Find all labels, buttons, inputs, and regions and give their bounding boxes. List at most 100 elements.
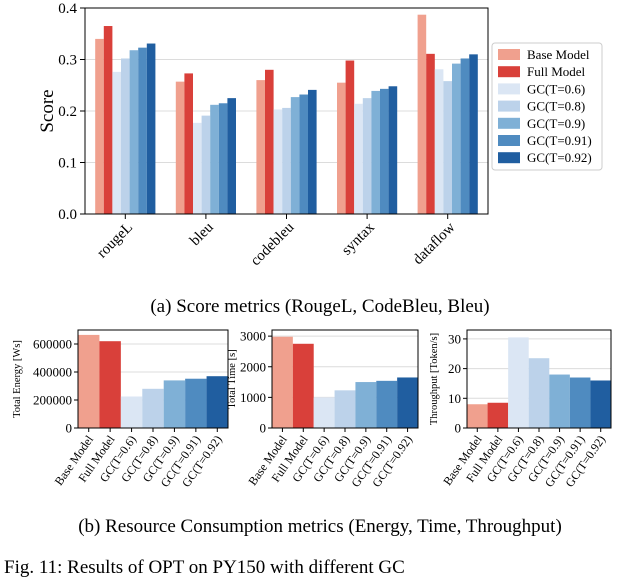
bar — [417, 14, 427, 214]
legend-label: Base Model — [527, 47, 590, 62]
bar — [227, 98, 236, 214]
y-tick-label: 0 — [66, 421, 73, 436]
bar — [569, 377, 591, 428]
bar — [78, 334, 100, 428]
y-tick-label: 200000 — [33, 393, 72, 408]
bar — [265, 69, 274, 214]
legend-swatch — [498, 83, 520, 95]
bar — [508, 337, 529, 428]
bar — [184, 73, 193, 214]
bar — [362, 98, 372, 214]
bar — [345, 60, 355, 214]
bar — [120, 396, 143, 428]
bar — [299, 94, 308, 214]
x-tick-label: bleu — [187, 219, 217, 249]
y-tick-label: 3000 — [240, 329, 266, 344]
bar — [129, 50, 139, 215]
plot-frame — [466, 329, 612, 429]
y-tick-label: 20 — [448, 361, 461, 376]
bar — [380, 88, 389, 214]
bar — [388, 86, 398, 214]
bar — [452, 63, 461, 215]
y-tick-label: 0.4 — [58, 1, 77, 17]
bar — [193, 122, 202, 214]
bar — [138, 47, 147, 214]
y-tick-label: 0.2 — [58, 104, 77, 120]
plot-frame — [77, 329, 229, 429]
bar — [355, 382, 377, 428]
legend-swatch — [498, 49, 520, 60]
y-tick-label: 30 — [448, 331, 461, 346]
legend-label: GC(T=0.6) — [527, 81, 585, 96]
bar — [434, 69, 444, 214]
bar — [528, 358, 550, 428]
legend-swatch — [498, 100, 520, 112]
legend-label: GC(T=0.91) — [527, 133, 592, 148]
y-tick-label: 0 — [455, 421, 462, 436]
caption-a: (a) Score metrics (RougeL, CodeBleu, Ble… — [150, 296, 490, 317]
bar — [354, 103, 363, 214]
legend-label: GC(T=0.8) — [527, 99, 585, 114]
bar — [397, 377, 418, 428]
bar — [469, 54, 478, 214]
bar — [308, 89, 317, 214]
legend: Base Model Full Model GC(T=0.6) GC(T=0.8) GC… — [491, 42, 603, 171]
bar — [99, 341, 121, 428]
bar — [256, 80, 265, 214]
bar — [337, 82, 346, 214]
legend-swatch — [498, 152, 520, 164]
x-tick-label: dataflow — [410, 219, 459, 268]
bar — [206, 376, 228, 428]
y-axis-label: Total Energy [Ws] — [12, 340, 23, 418]
bar — [185, 378, 207, 428]
legend-label: GC(T=0.92) — [527, 150, 592, 165]
bar — [460, 58, 470, 214]
bar — [290, 97, 300, 214]
bar — [376, 380, 398, 428]
x-tick-label: syntax — [339, 219, 378, 258]
y-tick-label: 2000 — [240, 359, 266, 374]
legend-label: GC(T=0.9) — [527, 116, 585, 131]
bar — [426, 53, 435, 215]
bar — [313, 397, 335, 428]
bar — [163, 380, 186, 428]
bar — [282, 107, 291, 214]
bar — [371, 90, 380, 214]
bar — [272, 336, 293, 428]
y-tick-label: 0.1 — [58, 156, 77, 172]
caption-b: (b) Resource Consumption metrics (Energy… — [78, 516, 562, 537]
bar — [334, 390, 356, 428]
bar — [467, 404, 488, 428]
y-tick-label: 600000 — [33, 337, 72, 352]
legend-label: Full Model — [527, 64, 586, 79]
bar — [103, 26, 113, 215]
y-tick-label: 10 — [448, 391, 461, 406]
bar — [443, 81, 452, 214]
bar — [201, 115, 211, 214]
plot-frame — [271, 329, 419, 429]
bar — [218, 103, 228, 214]
bar — [487, 402, 509, 428]
figure-caption: Fig. 11: Results of OPT on PY150 with di… — [4, 557, 405, 578]
bar — [121, 58, 130, 214]
y-axis-label: Total Time [s] — [227, 349, 238, 408]
legend-swatch — [498, 135, 520, 146]
y-tick-label: 400000 — [33, 365, 72, 380]
y-tick-label: 1000 — [240, 390, 266, 405]
bar — [112, 71, 121, 214]
bar — [95, 38, 104, 215]
bar — [210, 104, 219, 214]
bar — [549, 374, 570, 428]
y-tick-label: 0.3 — [58, 53, 77, 69]
figure: 0.0 0.1 0.2 0.3 0.4 rougeL bleu codebleu syntax d… — [12, 1, 612, 490]
bar — [175, 81, 185, 215]
y-tick-label: 0 — [260, 421, 267, 436]
y-axis-label: Score — [37, 89, 58, 132]
bar — [273, 109, 283, 214]
score-chart: 0.0 0.1 0.2 0.3 0.4 rougeL bleu codebleu syntax d… — [37, 1, 603, 269]
x-tick-label: rougeL — [94, 220, 136, 262]
bar — [146, 43, 156, 214]
